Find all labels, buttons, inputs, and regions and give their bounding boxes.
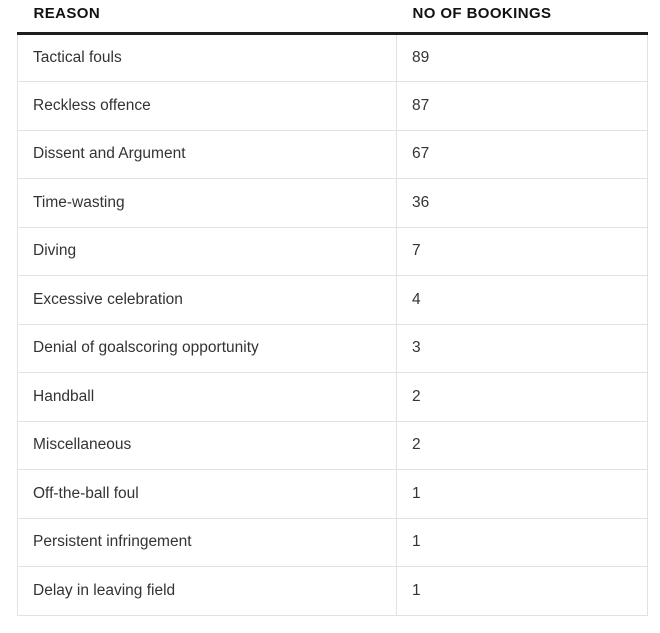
bookings-cell: 2 xyxy=(396,421,648,470)
table-row: Dissent and Argument 67 xyxy=(17,130,648,179)
table-row: Reckless offence 87 xyxy=(17,81,648,131)
bookings-cell: 36 xyxy=(396,178,648,228)
reason-cell: Denial of goalscoring opportunity xyxy=(17,324,397,373)
bookings-cell: 7 xyxy=(396,227,648,276)
bookings-table: REASON NO OF BOOKINGS Tactical fouls 89 … xyxy=(17,0,648,616)
bookings-cell: 87 xyxy=(396,81,648,131)
reason-cell: Delay in leaving field xyxy=(17,566,397,616)
bookings-cell: 67 xyxy=(396,130,648,179)
table-row: Excessive celebration 4 xyxy=(17,275,648,325)
table-row: Time-wasting 36 xyxy=(17,178,648,228)
bookings-cell: 89 xyxy=(396,33,648,82)
reason-cell: Time-wasting xyxy=(17,178,397,228)
reason-cell: Handball xyxy=(17,372,397,422)
reason-cell: Persistent infringement xyxy=(17,518,397,567)
table-row: Diving 7 xyxy=(17,227,648,276)
bookings-cell: 2 xyxy=(396,372,648,422)
table-row: Denial of goalscoring opportunity 3 xyxy=(17,324,648,373)
reason-cell: Miscellaneous xyxy=(17,421,397,470)
bookings-cell: 1 xyxy=(396,518,648,567)
reason-cell: Tactical fouls xyxy=(17,33,397,82)
header-row: REASON NO OF BOOKINGS xyxy=(17,0,648,35)
bookings-cell: 1 xyxy=(396,469,648,519)
bookings-table-container: REASON NO OF BOOKINGS Tactical fouls 89 … xyxy=(17,0,648,616)
bookings-cell: 1 xyxy=(396,566,648,616)
table-row: Off-the-ball foul 1 xyxy=(17,469,648,519)
table-row: Handball 2 xyxy=(17,372,648,422)
reason-cell: Dissent and Argument xyxy=(17,130,397,179)
reason-cell: Diving xyxy=(17,227,397,276)
column-header-reason: REASON xyxy=(17,0,397,35)
table-row: Tactical fouls 89 xyxy=(17,33,648,82)
reason-cell: Excessive celebration xyxy=(17,275,397,325)
bookings-cell: 4 xyxy=(396,275,648,325)
reason-cell: Off-the-ball foul xyxy=(17,469,397,519)
reason-cell: Reckless offence xyxy=(17,81,397,131)
table-row: Miscellaneous 2 xyxy=(17,421,648,470)
table-row: Delay in leaving field 1 xyxy=(17,566,648,616)
bookings-cell: 3 xyxy=(396,324,648,373)
column-header-bookings: NO OF BOOKINGS xyxy=(396,0,648,35)
table-row: Persistent infringement 1 xyxy=(17,518,648,567)
